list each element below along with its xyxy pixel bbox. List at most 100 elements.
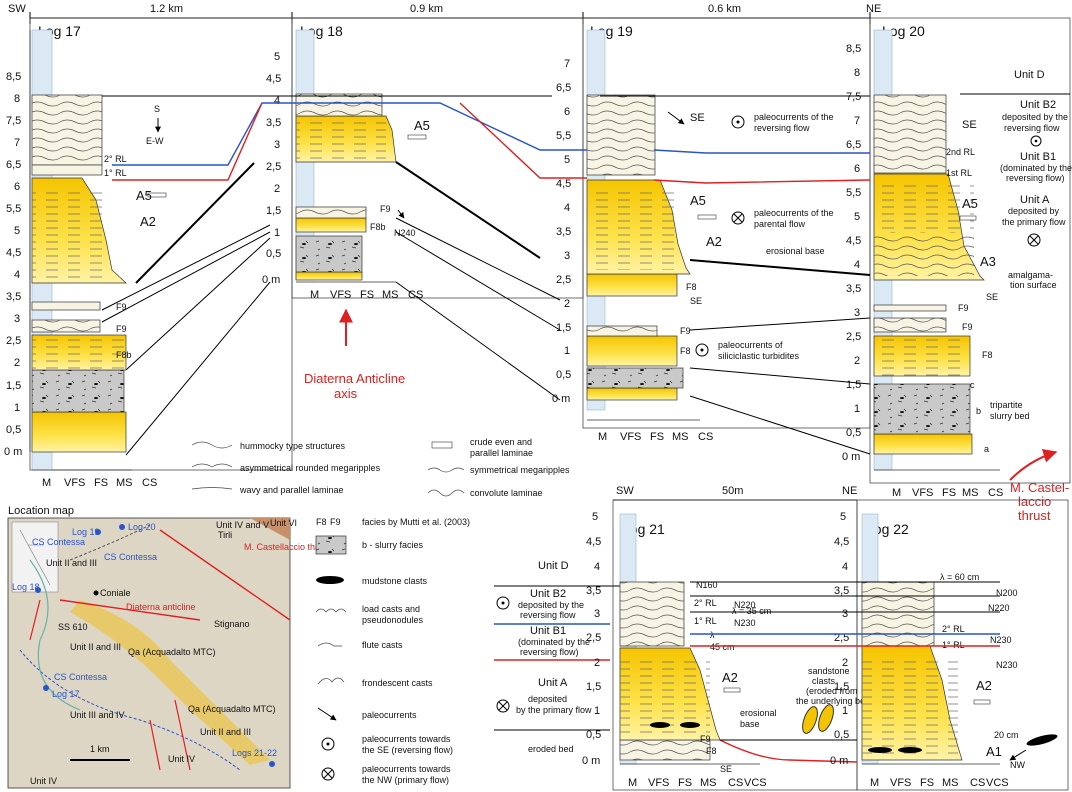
svg-text:7: 7	[854, 115, 860, 127]
svg-text:4: 4	[564, 202, 570, 214]
svg-text:parallel laminae: parallel laminae	[470, 448, 533, 458]
svg-text:VFS: VFS	[890, 777, 911, 789]
svg-text:2,5: 2,5	[6, 335, 21, 347]
svg-text:1° RL: 1° RL	[942, 640, 965, 650]
location-map: Location map Log 19 Log 20 Log 18 Log 17…	[7, 505, 331, 789]
svg-text:3: 3	[14, 313, 20, 325]
svg-text:A5: A5	[414, 118, 430, 133]
svg-text:Diaterna anticline: Diaterna anticline	[126, 602, 196, 612]
svg-text:Unit B2: Unit B2	[530, 588, 566, 600]
svg-text:convolute laminae: convolute laminae	[470, 488, 543, 498]
svg-text:Unit II and III: Unit II and III	[200, 727, 251, 737]
svg-text:0 m: 0 m	[830, 755, 848, 767]
svg-text:2: 2	[594, 657, 600, 669]
svg-text:M: M	[42, 477, 51, 489]
svg-text:6: 6	[14, 181, 20, 193]
svg-text:Log 17: Log 17	[52, 689, 80, 699]
svg-text:deposited by: deposited by	[1008, 206, 1060, 216]
log-22-axis: 5 4,5 4 3,5 3 2,5 2 1,5 1 0,5 0 m	[830, 511, 849, 767]
svg-text:FS: FS	[678, 777, 692, 789]
svg-text:5,5: 5,5	[846, 187, 861, 199]
svg-text:F9: F9	[958, 303, 969, 313]
svg-text:4,5: 4,5	[266, 73, 281, 85]
svg-text:1° RL: 1° RL	[104, 168, 127, 178]
svg-text:2: 2	[274, 183, 280, 195]
svg-text:6: 6	[854, 163, 860, 175]
svg-text:MS: MS	[116, 477, 133, 489]
svg-text:CS: CS	[142, 477, 157, 489]
svg-text:1,5: 1,5	[846, 379, 861, 391]
svg-text:N230: N230	[990, 635, 1012, 645]
svg-text:thrust: thrust	[1018, 508, 1051, 523]
svg-text:VFS: VFS	[912, 487, 933, 499]
svg-text:facies by Mutti et al. (2003): facies by Mutti et al. (2003)	[362, 517, 470, 527]
svg-text:7: 7	[14, 137, 20, 149]
svg-text:6,5: 6,5	[6, 159, 21, 171]
svg-text:SE: SE	[962, 119, 977, 131]
svg-text:deposited by the: deposited by the	[518, 600, 584, 610]
svg-text:1,5: 1,5	[266, 205, 281, 217]
svg-text:the underlying bed): the underlying bed)	[796, 696, 873, 706]
svg-text:F9: F9	[116, 324, 127, 334]
svg-text:2° RL: 2° RL	[104, 154, 127, 164]
svg-text:Log 20: Log 20	[128, 522, 156, 532]
svg-text:MS: MS	[672, 431, 689, 443]
svg-text:1,5: 1,5	[586, 681, 601, 693]
svg-text:F9: F9	[116, 302, 127, 312]
svg-text:deposited: deposited	[528, 694, 567, 704]
svg-text:b - slurry facies: b - slurry facies	[362, 540, 424, 550]
svg-text:1 km: 1 km	[90, 744, 110, 754]
svg-text:4: 4	[14, 269, 20, 281]
svg-text:N220: N220	[988, 603, 1010, 613]
svg-text:3,5: 3,5	[846, 283, 861, 295]
dist-1: 1.2 km	[150, 3, 183, 15]
svg-text:2: 2	[842, 657, 848, 669]
ne-label: NE	[866, 3, 881, 15]
svg-text:Logs 21-22: Logs 21-22	[232, 748, 277, 758]
svg-text:Unit D: Unit D	[1014, 69, 1045, 81]
svg-text:slurry bed: slurry bed	[990, 411, 1030, 421]
svg-text:CS: CS	[728, 777, 743, 789]
svg-text:siliciclastic turbidites: siliciclastic turbidites	[718, 351, 800, 361]
svg-text:1: 1	[854, 403, 860, 415]
svg-text:Unit IV: Unit IV	[30, 776, 57, 786]
svg-text:VCS: VCS	[986, 777, 1009, 789]
svg-text:b: b	[976, 406, 981, 416]
svg-text:frondescent casts: frondescent casts	[362, 678, 433, 688]
svg-text:paleocurrents towards: paleocurrents towards	[362, 734, 451, 744]
svg-text:by the primary flow: by the primary flow	[516, 705, 592, 715]
svg-text:F8: F8	[680, 346, 691, 356]
svg-text:A3: A3	[980, 254, 996, 269]
svg-text:20 cm: 20 cm	[994, 730, 1019, 740]
svg-text:Unit II and III: Unit II and III	[46, 558, 97, 568]
svg-text:A1: A1	[986, 744, 1002, 759]
svg-text:0,5: 0,5	[586, 729, 601, 741]
svg-text:3: 3	[854, 307, 860, 319]
bottom-units: Unit D Unit B2 deposited by the reversin…	[494, 560, 620, 754]
svg-text:pseudonodules: pseudonodules	[362, 615, 424, 625]
svg-text:F8: F8	[706, 746, 717, 756]
svg-text:paleocurrents towards: paleocurrents towards	[362, 764, 451, 774]
svg-text:6,5: 6,5	[556, 82, 571, 94]
svg-text:paleocurrents of: paleocurrents of	[718, 340, 783, 350]
svg-text:Unit B2: Unit B2	[1020, 99, 1056, 111]
svg-text:FS: FS	[94, 477, 108, 489]
svg-text:MS: MS	[942, 777, 959, 789]
svg-text:5: 5	[854, 211, 860, 223]
svg-text:laccio: laccio	[1018, 494, 1051, 509]
svg-text:hummocky type structures: hummocky type structures	[240, 441, 346, 451]
svg-text:Unit III and IV: Unit III and IV	[70, 710, 125, 720]
svg-text:1: 1	[274, 227, 280, 239]
svg-text:NW: NW	[1010, 760, 1025, 770]
svg-text:Unit B1: Unit B1	[1020, 151, 1056, 163]
svg-text:5: 5	[14, 225, 20, 237]
svg-text:3,5: 3,5	[586, 585, 601, 597]
svg-text:E-W: E-W	[146, 136, 164, 146]
svg-text:N220: N220	[734, 600, 756, 610]
svg-text:5,5: 5,5	[556, 130, 571, 142]
svg-text:2: 2	[14, 357, 20, 369]
svg-text:sandstone: sandstone	[808, 666, 850, 676]
svg-text:3,5: 3,5	[6, 291, 21, 303]
svg-text:MS: MS	[700, 777, 717, 789]
svg-text:load casts and: load casts and	[362, 604, 420, 614]
